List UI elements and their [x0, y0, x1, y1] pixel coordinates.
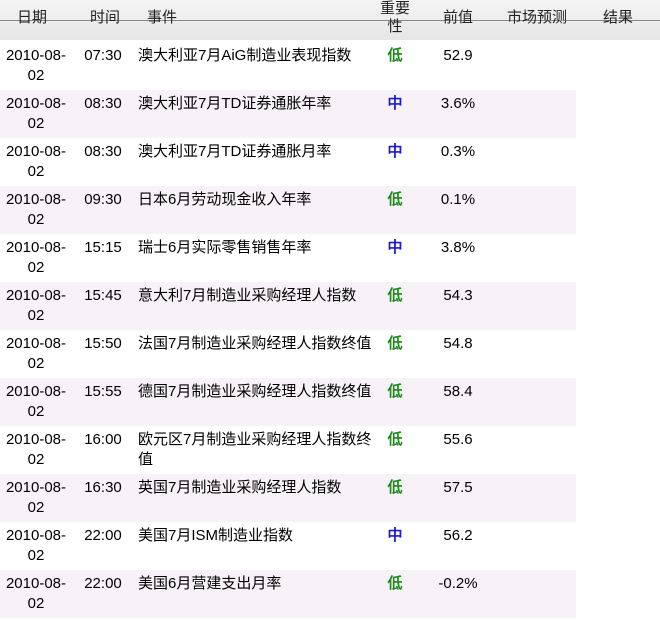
importance-cell: 低 — [387, 47, 403, 64]
time-cell: 22:00 — [84, 527, 122, 544]
header-event[interactable]: 事件 — [146, 9, 177, 26]
importance-cell: 低 — [387, 191, 403, 208]
importance-cell: 低 — [387, 575, 403, 592]
table-row: 2010-08- 02 15:15 瑞士6月实际零售销售年率 中 3.8% — [0, 234, 576, 282]
table-row: 2010-08- 02 15:55 德国7月制造业采购经理人指数终值低 58.4 — [0, 378, 576, 426]
header-forecast[interactable]: 市场预测 — [506, 9, 567, 26]
importance-cell: 低 — [387, 383, 403, 400]
table-row: 2010-08- 02 22:00 美国6月营建支出月率 低 -0.2% — [0, 570, 576, 618]
date-cell: 2010-08- 02 — [5, 335, 67, 372]
header-time[interactable]: 时间 — [89, 9, 120, 26]
date-cell: 2010-08- 02 — [5, 47, 67, 84]
event-cell: 法国7月制造业采购经理人指数终值 — [138, 335, 372, 352]
event-cell: 美国6月营建支出月率 — [138, 575, 282, 592]
header-result[interactable]: 结果 — [602, 9, 633, 26]
time-cell: 15:50 — [84, 335, 122, 352]
previous-cell: -0.2% — [438, 575, 478, 592]
event-cell: 日本6月劳动现金收入年率 — [138, 191, 312, 208]
date-cell: 2010-08- 02 — [5, 383, 67, 420]
table-row: 2010-08- 02 16:00 欧元区7月制造业采购经理人指数终值低 55.6 — [0, 426, 576, 474]
table-row: 2010-08- 02 16:30 英国7月制造业采购经理人指数 低 57.5 — [0, 474, 576, 522]
previous-cell: 52.9 — [443, 47, 473, 64]
time-cell: 16:30 — [84, 479, 122, 496]
date-cell: 2010-08- 02 — [5, 191, 67, 228]
importance-cell: 低 — [387, 431, 403, 448]
event-cell: 意大利7月制造业采购经理人指数 — [138, 287, 357, 304]
event-cell: 澳大利亚7月TD证券通胀月率 — [138, 143, 332, 160]
time-cell: 08:30 — [84, 95, 122, 112]
time-cell: 09:30 — [84, 191, 122, 208]
importance-cell: 中 — [387, 143, 403, 160]
table-row: 2010-08- 02 08:30 澳大利亚7月TD证券通胀月率 中 0.3% — [0, 138, 576, 186]
header-previous[interactable]: 前值 — [442, 9, 473, 26]
importance-cell: 中 — [387, 239, 403, 256]
table-row: 2010-08- 02 15:45 意大利7月制造业采购经理人指数 低 54.3 — [0, 282, 576, 330]
previous-cell: 56.2 — [443, 527, 473, 544]
importance-cell: 中 — [387, 95, 403, 112]
header-importance[interactable]: 重要性 — [380, 0, 411, 35]
table-header: 日期 时间 事件 重要性 前值 市场预测 结果 — [0, 0, 660, 40]
importance-cell: 低 — [387, 335, 403, 352]
time-cell: 08:30 — [84, 143, 122, 160]
table-row: 2010-08- 02 07:30 澳大利亚7月AiG制造业表现指数 低 52.9 — [0, 42, 576, 90]
previous-cell: 55.6 — [443, 431, 473, 448]
date-cell: 2010-08- 02 — [5, 95, 67, 132]
date-cell: 2010-08- 02 — [5, 479, 67, 516]
importance-cell: 低 — [387, 479, 403, 496]
event-cell: 美国7月ISM制造业指数 — [138, 527, 294, 544]
date-cell: 2010-08- 02 — [5, 527, 67, 564]
table-row: 2010-08- 02 09:30 日本6月劳动现金收入年率 低 0.1% — [0, 186, 576, 234]
date-cell: 2010-08- 02 — [5, 431, 67, 468]
table-row: 2010-08- 02 15:50 法国7月制造业采购经理人指数终值低 54.8 — [0, 330, 576, 378]
event-cell: 瑞士6月实际零售销售年率 — [138, 239, 312, 256]
previous-cell: 54.3 — [443, 287, 473, 304]
table-row: 2010-08- 02 08:30 澳大利亚7月TD证券通胀年率 中 3.6% — [0, 90, 576, 138]
importance-cell: 中 — [387, 527, 403, 544]
table-row: 2010-08- 02 22:00 美国7月ISM制造业指数 中 56.2 — [0, 522, 576, 570]
previous-cell: 54.8 — [443, 335, 473, 352]
date-cell: 2010-08- 02 — [5, 287, 67, 324]
event-cell: 欧元区7月制造业采购经理人指数终值 — [138, 431, 372, 468]
previous-cell: 0.1% — [440, 191, 476, 208]
previous-cell: 0.3% — [440, 143, 476, 160]
event-cell: 澳大利亚7月TD证券通胀年率 — [138, 95, 332, 112]
time-cell: 15:15 — [84, 239, 122, 256]
previous-cell: 57.5 — [443, 479, 473, 496]
event-cell: 德国7月制造业采购经理人指数终值 — [138, 383, 372, 400]
date-cell: 2010-08- 02 — [5, 239, 67, 276]
time-cell: 22:00 — [84, 575, 122, 592]
event-cell: 英国7月制造业采购经理人指数 — [138, 479, 342, 496]
header-divider — [0, 20, 660, 21]
time-cell: 07:30 — [84, 47, 122, 64]
date-cell: 2010-08- 02 — [5, 143, 67, 180]
previous-cell: 3.6% — [440, 95, 476, 112]
importance-cell: 低 — [387, 287, 403, 304]
previous-cell: 58.4 — [443, 383, 473, 400]
header-date[interactable]: 日期 — [16, 9, 47, 26]
time-cell: 15:55 — [84, 383, 122, 400]
time-cell: 16:00 — [84, 431, 122, 448]
event-cell: 澳大利亚7月AiG制造业表现指数 — [138, 47, 352, 64]
previous-cell: 3.8% — [440, 239, 476, 256]
time-cell: 15:45 — [84, 287, 122, 304]
date-cell: 2010-08- 02 — [5, 575, 67, 612]
